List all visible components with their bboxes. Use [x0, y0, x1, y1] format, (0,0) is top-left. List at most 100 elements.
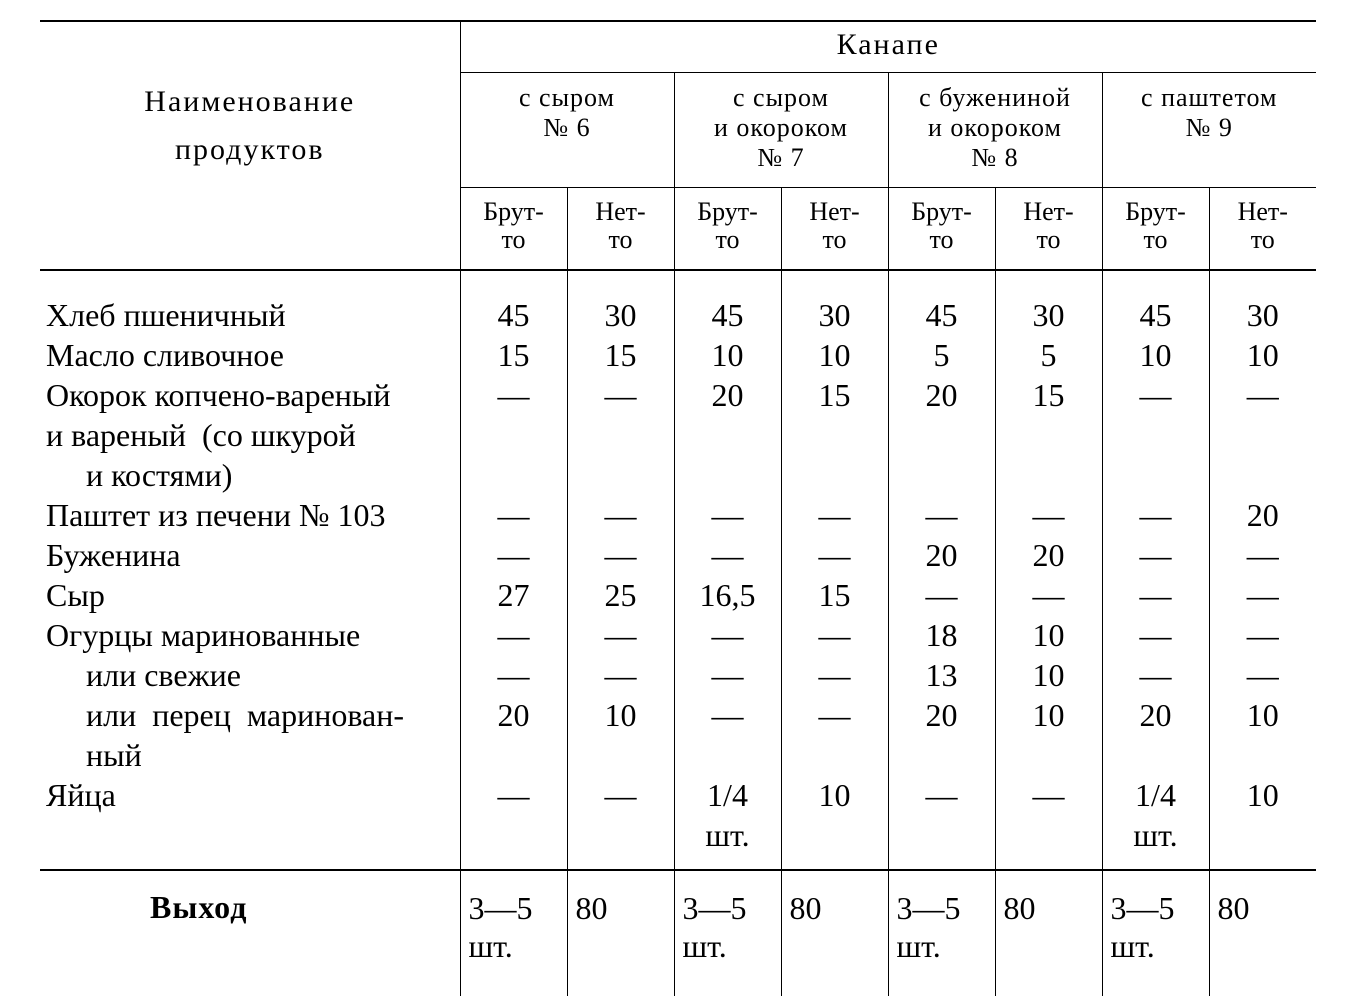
value-cell: —	[674, 695, 781, 735]
value-cell: 5	[888, 335, 995, 375]
col-brutto-3: Брут- то	[888, 187, 995, 270]
col-netto-1: Нет- то	[567, 187, 674, 270]
product-name: и костями)	[40, 455, 460, 495]
value-cell: —	[1209, 375, 1316, 415]
value-cell: 30	[1209, 295, 1316, 335]
variant-4: с паштетом № 9	[1102, 73, 1316, 187]
value-cell	[567, 735, 674, 775]
value-cell: 10	[995, 695, 1102, 735]
value-cell: —	[781, 615, 888, 655]
product-name: Яйца	[40, 775, 460, 855]
table-row: Буженина————2020——	[40, 535, 1316, 575]
value-cell: —	[995, 495, 1102, 535]
value-cell: —	[460, 775, 567, 855]
value-cell: 20	[1209, 495, 1316, 535]
output-cell: 3—5 шт.	[674, 871, 781, 996]
value-cell: —	[888, 575, 995, 615]
value-cell: 15	[460, 335, 567, 375]
col-netto-3: Нет- то	[995, 187, 1102, 270]
value-cell: 45	[1102, 295, 1209, 335]
value-cell	[995, 735, 1102, 775]
product-name: и вареный (со шкурой	[40, 415, 460, 455]
table-row: Сыр272516,515————	[40, 575, 1316, 615]
output-cell: 80	[1209, 871, 1316, 996]
product-name: Хлеб пшеничный	[40, 295, 460, 335]
canape-recipe-table: Наименование продуктов Канапе с сыром № …	[40, 20, 1316, 996]
value-cell	[1209, 455, 1316, 495]
table-row: ный	[40, 735, 1316, 775]
value-cell: —	[781, 695, 888, 735]
value-cell: 20	[995, 535, 1102, 575]
output-cell: 80	[567, 871, 674, 996]
value-cell	[567, 415, 674, 455]
value-cell: 45	[460, 295, 567, 335]
product-name: Буженина	[40, 535, 460, 575]
table-row: Окорок копчено-вареный——20152015——	[40, 375, 1316, 415]
value-cell	[995, 415, 1102, 455]
value-cell: 10	[567, 695, 674, 735]
table-row: Огурцы маринованные————1810——	[40, 615, 1316, 655]
value-cell: 18	[888, 615, 995, 655]
value-cell: —	[888, 495, 995, 535]
col-header-name: Наименование продуктов	[40, 22, 460, 270]
table-row: или свежие————1310——	[40, 655, 1316, 695]
value-cell: —	[1209, 575, 1316, 615]
value-cell: 10	[781, 775, 888, 855]
value-cell: 25	[567, 575, 674, 615]
value-cell: —	[1209, 655, 1316, 695]
value-cell: 45	[674, 295, 781, 335]
value-cell: —	[674, 535, 781, 575]
value-cell: —	[1102, 655, 1209, 695]
group-header-kanape: Канапе	[461, 22, 1317, 72]
table-row: и костями)	[40, 455, 1316, 495]
value-cell: —	[781, 655, 888, 695]
value-cell: 20	[674, 375, 781, 415]
value-cell: —	[460, 375, 567, 415]
value-cell: 15	[567, 335, 674, 375]
value-cell: —	[1102, 495, 1209, 535]
value-cell: 1/4 шт.	[674, 775, 781, 855]
value-cell: —	[1209, 615, 1316, 655]
product-name: Огурцы маринованные	[40, 615, 460, 655]
value-cell: —	[1209, 535, 1316, 575]
value-cell	[674, 735, 781, 775]
value-cell: —	[460, 655, 567, 695]
table-row: и вареный (со шкурой	[40, 415, 1316, 455]
value-cell	[460, 415, 567, 455]
value-cell: —	[781, 495, 888, 535]
value-cell: 10	[995, 615, 1102, 655]
output-label: Выход	[40, 871, 460, 996]
value-cell	[460, 455, 567, 495]
col-brutto-4: Брут- то	[1102, 187, 1209, 270]
table-row: или перец маринован-2010——20102010	[40, 695, 1316, 735]
value-cell: —	[674, 655, 781, 695]
output-cell: 3—5 шт.	[460, 871, 567, 996]
product-name: Паштет из печени № 103	[40, 495, 460, 535]
value-cell: —	[674, 615, 781, 655]
table-row: Хлеб пшеничный4530453045304530	[40, 295, 1316, 335]
value-cell	[888, 415, 995, 455]
value-cell	[1102, 735, 1209, 775]
value-cell	[781, 735, 888, 775]
output-cell: 3—5 шт.	[888, 871, 995, 996]
value-cell: 30	[781, 295, 888, 335]
value-cell: 20	[888, 535, 995, 575]
value-cell: 15	[781, 575, 888, 615]
value-cell: —	[567, 495, 674, 535]
variant-1: с сыром № 6	[460, 73, 674, 187]
product-name: или свежие	[40, 655, 460, 695]
value-cell: 30	[995, 295, 1102, 335]
value-cell: —	[674, 495, 781, 535]
col-netto-2: Нет- то	[781, 187, 888, 270]
value-cell	[1209, 735, 1316, 775]
product-name: Окорок копчено-вареный	[40, 375, 460, 415]
value-cell	[1102, 455, 1209, 495]
value-cell: 15	[995, 375, 1102, 415]
value-cell	[888, 735, 995, 775]
value-cell	[781, 455, 888, 495]
value-cell: 16,5	[674, 575, 781, 615]
value-cell: 10	[674, 335, 781, 375]
value-cell: —	[567, 655, 674, 695]
value-cell: —	[1102, 375, 1209, 415]
value-cell: 10	[1209, 775, 1316, 855]
